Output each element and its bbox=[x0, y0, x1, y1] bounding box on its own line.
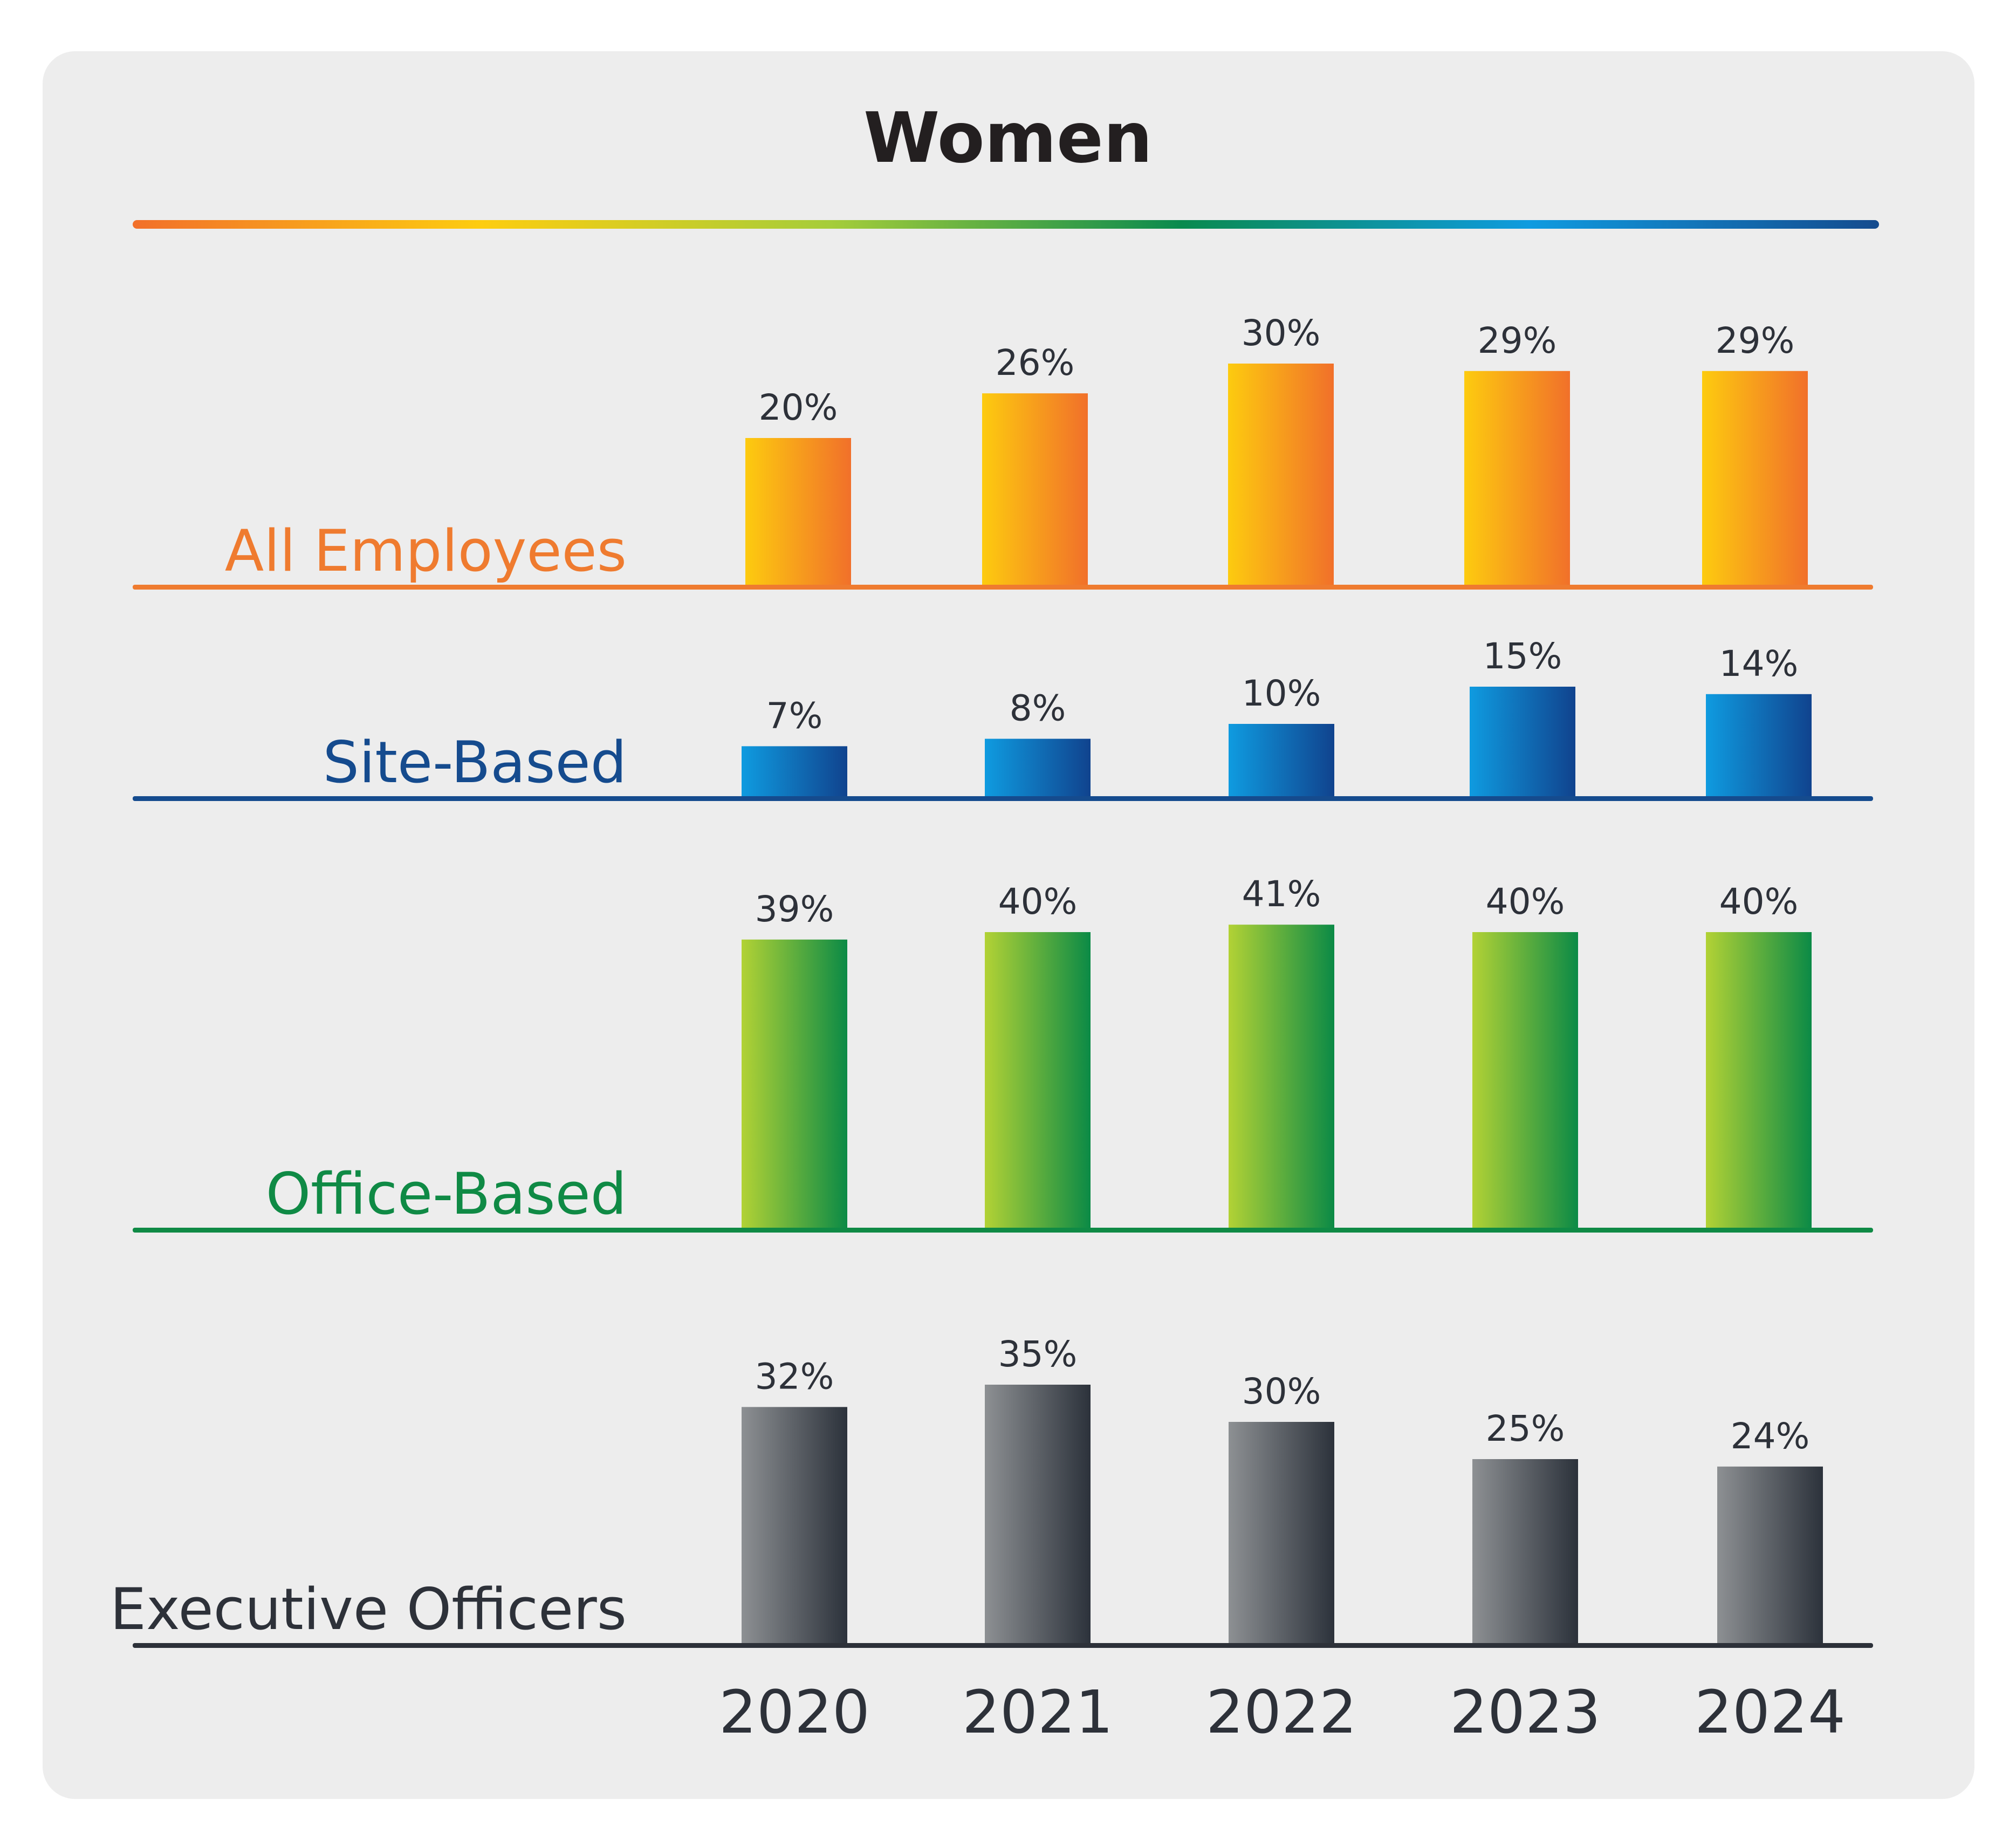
value-label-office-based-2022: 41% bbox=[1242, 873, 1321, 915]
bar-site-based-2020 bbox=[742, 746, 847, 798]
value-label-all-employees-2021: 26% bbox=[996, 342, 1075, 384]
x-tick-label-2021: 2021 bbox=[962, 1678, 1113, 1747]
baseline-office-based bbox=[133, 1228, 1873, 1233]
value-label-executive-officers-2021: 35% bbox=[998, 1333, 1078, 1375]
bar-site-based-2023 bbox=[1470, 687, 1575, 798]
value-label-executive-officers-2023: 25% bbox=[1486, 1408, 1565, 1449]
value-label-all-employees-2023: 29% bbox=[1478, 320, 1557, 361]
value-label-site-based-2020: 7% bbox=[766, 695, 823, 736]
baseline-site-based bbox=[133, 796, 1873, 801]
value-label-office-based-2023: 40% bbox=[1486, 881, 1565, 922]
panel-office-based: 39% 40% 41% 40% 40% Office-Based bbox=[133, 873, 1873, 1233]
bar-site-based-2024 bbox=[1706, 694, 1812, 798]
bar-all-employees-2024 bbox=[1702, 371, 1808, 587]
series-label-executive-officers: Executive Officers bbox=[110, 1576, 627, 1643]
value-label-office-based-2024: 40% bbox=[1719, 881, 1799, 922]
value-label-executive-officers-2020: 32% bbox=[755, 1356, 834, 1397]
value-label-site-based-2024: 14% bbox=[1719, 643, 1799, 685]
bar-executive-officers-2020 bbox=[742, 1407, 847, 1645]
bar-office-based-2023 bbox=[1472, 932, 1578, 1230]
panel-site-based: 7% 8% 10% 15% 14% Site-Based bbox=[133, 635, 1873, 801]
bar-all-employees-2022 bbox=[1228, 364, 1334, 587]
bar-office-based-2020 bbox=[742, 939, 847, 1230]
x-tick-label-2023: 2023 bbox=[1450, 1678, 1601, 1747]
baseline-all-employees bbox=[133, 585, 1873, 590]
bar-office-based-2024 bbox=[1706, 932, 1812, 1230]
value-label-all-employees-2024: 29% bbox=[1716, 320, 1795, 361]
value-label-executive-officers-2024: 24% bbox=[1731, 1415, 1810, 1457]
series-label-office-based: Office-Based bbox=[266, 1161, 627, 1227]
value-label-site-based-2023: 15% bbox=[1483, 635, 1562, 677]
bar-executive-officers-2024 bbox=[1717, 1466, 1823, 1645]
bar-site-based-2021 bbox=[985, 738, 1091, 798]
x-tick-label-2020: 2020 bbox=[719, 1678, 870, 1747]
x-tick-label-2022: 2022 bbox=[1206, 1678, 1357, 1747]
chart-title: Women bbox=[863, 98, 1153, 179]
bar-office-based-2021 bbox=[985, 932, 1091, 1230]
bar-all-employees-2021 bbox=[982, 393, 1088, 587]
bar-executive-officers-2021 bbox=[985, 1385, 1091, 1645]
value-label-office-based-2020: 39% bbox=[755, 888, 834, 930]
bar-site-based-2022 bbox=[1229, 724, 1334, 798]
bar-executive-officers-2023 bbox=[1472, 1459, 1578, 1645]
value-label-site-based-2022: 10% bbox=[1242, 673, 1321, 714]
value-label-executive-officers-2022: 30% bbox=[1242, 1371, 1321, 1412]
series-label-site-based: Site-Based bbox=[323, 729, 627, 796]
panel-executive-officers: 32% 35% 30% 25% 24% Executive Officers bbox=[110, 1333, 1873, 1648]
title-rule bbox=[133, 220, 1879, 229]
value-label-all-employees-2022: 30% bbox=[1242, 312, 1321, 354]
bar-all-employees-2020 bbox=[745, 438, 851, 587]
x-tick-label-2024: 2024 bbox=[1695, 1678, 1846, 1747]
value-label-office-based-2021: 40% bbox=[998, 881, 1078, 922]
value-label-site-based-2021: 8% bbox=[1010, 688, 1066, 729]
bar-office-based-2022 bbox=[1229, 925, 1334, 1230]
series-label-all-employees: All Employees bbox=[225, 518, 627, 584]
bar-executive-officers-2022 bbox=[1229, 1422, 1334, 1645]
value-label-all-employees-2020: 20% bbox=[759, 387, 838, 428]
baseline-executive-officers bbox=[133, 1643, 1873, 1648]
bar-all-employees-2023 bbox=[1464, 371, 1570, 587]
panel-all-employees: 20% 26% 30% 29% 29% All Employees bbox=[133, 312, 1873, 590]
